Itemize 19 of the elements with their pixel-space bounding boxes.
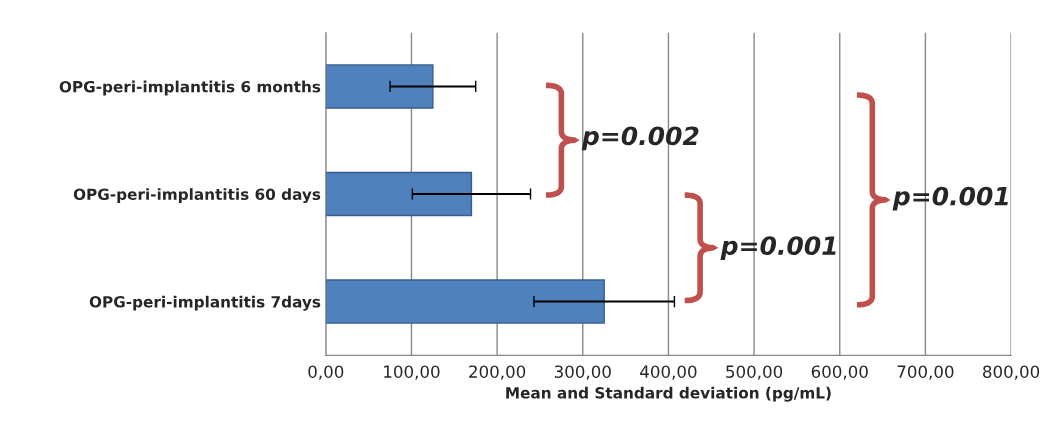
x-tick-label: 0,00 <box>308 365 344 380</box>
x-tick-label: 800,00 <box>983 365 1040 380</box>
x-tick-label: 200,00 <box>469 365 526 380</box>
bar <box>325 64 434 109</box>
annotation: p=0.001 <box>892 186 1008 211</box>
x-tick-label: 300,00 <box>554 365 611 380</box>
x-tick-label: 600,00 <box>811 365 868 380</box>
x-tick-label: 400,00 <box>640 365 697 380</box>
annotation: p=0.002 <box>581 126 699 151</box>
bar <box>325 279 605 324</box>
x-axis-title: Mean and Standard deviation (pg/mL) <box>506 386 831 402</box>
y-tick-label: OPG-peri-implantitis 60 days <box>73 188 321 204</box>
bar <box>325 171 473 217</box>
x-tick-label: 500,00 <box>726 365 783 380</box>
x-tick-label: 100,00 <box>384 365 440 380</box>
x-tick-label: 700,00 <box>897 365 954 380</box>
y-tick-label: OPG-peri-implantitis 7days <box>89 295 321 311</box>
y-tick-label: OPG-peri-implantitis 6 months <box>59 80 321 96</box>
annotation: p=0.001 <box>720 236 836 260</box>
